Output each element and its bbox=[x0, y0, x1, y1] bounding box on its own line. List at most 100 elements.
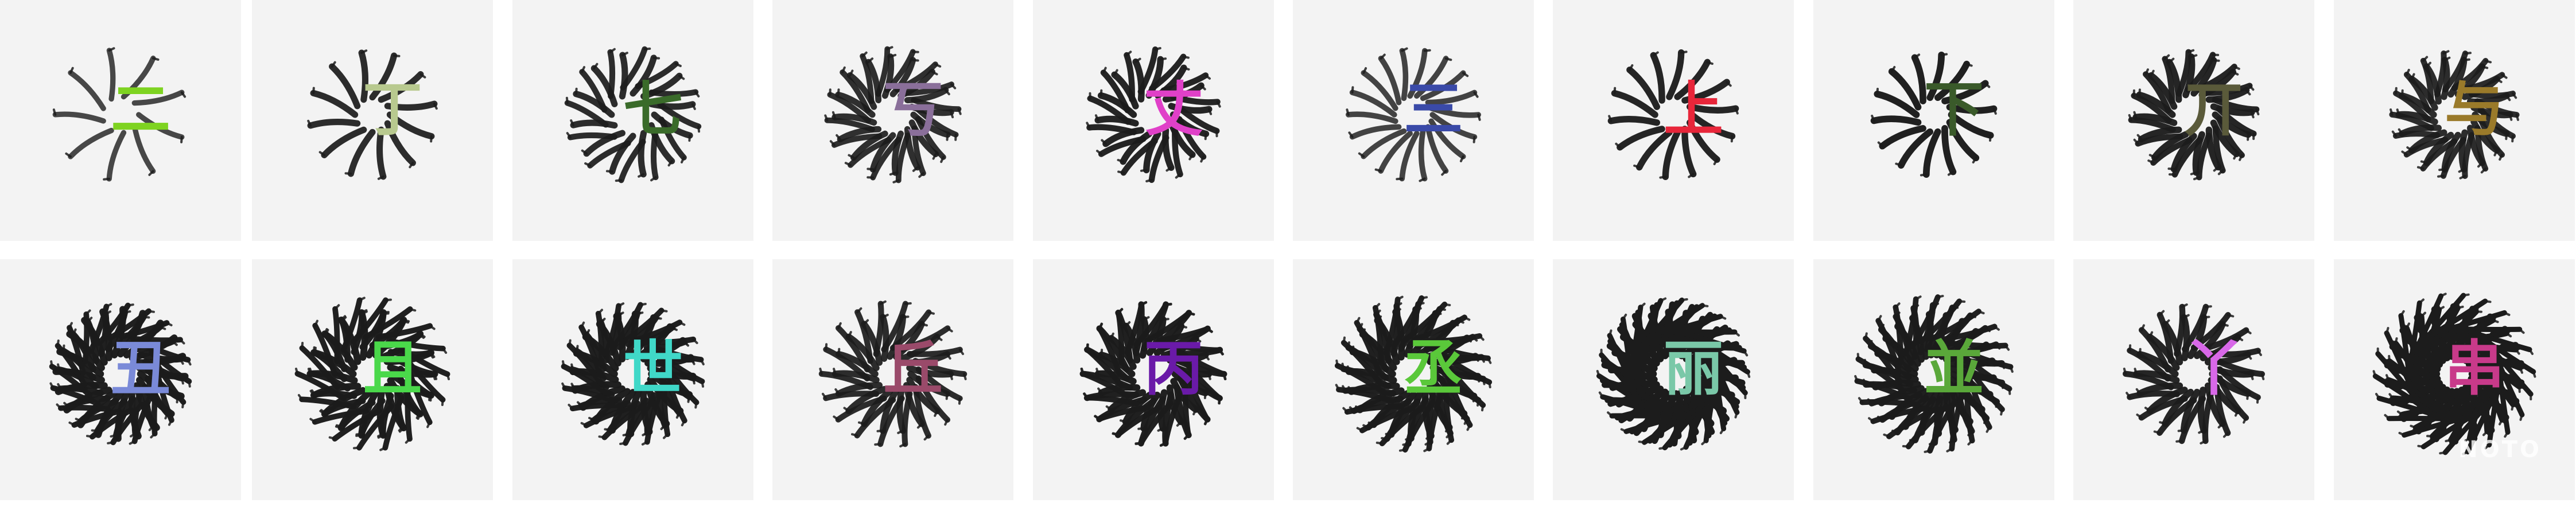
rosette-stroke bbox=[1170, 111, 1210, 138]
rosette-stroke bbox=[1934, 60, 1970, 102]
rosette-stroke-tip bbox=[1140, 169, 1148, 172]
rosette-stroke-tip bbox=[1134, 442, 1143, 445]
rosette-stroke bbox=[1961, 354, 2012, 392]
rosette-stroke bbox=[1911, 54, 1926, 104]
rosette-stroke bbox=[1696, 337, 1750, 375]
rosette-stroke-tip bbox=[2256, 349, 2262, 356]
rosette-stroke bbox=[2157, 397, 2197, 436]
rosette-stroke-tip bbox=[1120, 419, 1127, 423]
rosette-stroke-tip bbox=[1187, 312, 1195, 316]
rosette-stroke-tip bbox=[2384, 414, 2391, 420]
rosette-stroke bbox=[50, 385, 101, 407]
rosette-stroke-tip bbox=[2181, 303, 2188, 308]
rosette-stroke-tip bbox=[1083, 392, 1089, 399]
highlight-glyph: 与 bbox=[2445, 74, 2504, 145]
rosette-stroke bbox=[378, 71, 424, 103]
rosette-stroke bbox=[1133, 302, 1169, 348]
rosette-stroke bbox=[1138, 400, 1174, 446]
rosette-stroke bbox=[658, 116, 687, 161]
rosette-stroke bbox=[1378, 56, 1402, 106]
rosette-stroke bbox=[579, 69, 608, 113]
rosette-stroke bbox=[2477, 107, 2516, 139]
rosette-stroke bbox=[52, 111, 106, 124]
rosette-stroke-tip bbox=[379, 446, 387, 451]
glyph-tile: 且 bbox=[252, 259, 493, 500]
glyph-tile: 丈 bbox=[1033, 0, 1274, 241]
rosette-strokes bbox=[307, 49, 438, 180]
rosette-stroke bbox=[1383, 297, 1401, 356]
rosette-stroke-tip bbox=[963, 373, 967, 380]
rosette-stroke bbox=[2468, 91, 2516, 99]
rosette-stroke-tip bbox=[581, 149, 588, 155]
rosette-strokes bbox=[564, 46, 702, 184]
rosette-stroke bbox=[310, 89, 359, 118]
highlight-glyph: 丽 bbox=[1664, 333, 1723, 404]
rosette-stroke bbox=[1666, 49, 1685, 100]
rosette-stroke bbox=[1607, 115, 1660, 126]
rosette-stroke-tip bbox=[2227, 314, 2235, 318]
rosette-stroke-tip bbox=[1890, 66, 1896, 73]
rosette-stroke bbox=[570, 119, 618, 129]
rosette-stroke bbox=[1927, 399, 1959, 454]
rosette-stroke bbox=[1947, 340, 2008, 349]
rosette-stroke bbox=[1607, 333, 1637, 391]
rosette-stroke-tip bbox=[2442, 50, 2450, 55]
highlight-glyph: 三 bbox=[1404, 74, 1463, 145]
rosette-stroke-tip bbox=[441, 399, 444, 406]
rosette-stroke bbox=[299, 345, 340, 390]
rosette-stroke bbox=[564, 100, 609, 128]
rosette-stroke-tip bbox=[1701, 439, 1708, 446]
rosette-stroke-tip bbox=[2482, 430, 2489, 436]
rosette-strokes bbox=[1086, 46, 1221, 183]
rosette-stroke bbox=[1426, 392, 1444, 451]
rosette-stroke-tip bbox=[2484, 60, 2492, 64]
rosette-stroke-tip bbox=[2511, 403, 2515, 411]
rosette-stroke-tip bbox=[2153, 430, 2161, 434]
rosette-stroke bbox=[382, 395, 405, 451]
rosette-stroke bbox=[1439, 352, 1493, 385]
rosette-stroke-tip bbox=[2136, 414, 2143, 419]
rosette-stroke bbox=[1124, 52, 1135, 103]
rosette-stroke bbox=[1144, 310, 1192, 344]
rosette-stroke bbox=[903, 81, 954, 96]
rosette-strokes bbox=[2128, 49, 2260, 181]
rosette-stroke bbox=[1903, 296, 1919, 357]
rosette-stroke bbox=[1401, 301, 1448, 344]
rosette-stroke-tip bbox=[848, 154, 855, 159]
rosette-stroke bbox=[405, 384, 413, 442]
rosette-stroke bbox=[148, 350, 192, 384]
rosette-stroke-tip bbox=[1358, 152, 1365, 158]
rosette-stroke bbox=[2403, 136, 2449, 158]
rosette-stroke bbox=[1418, 128, 1428, 182]
rosette-stroke bbox=[1391, 295, 1425, 349]
rosette-stroke-tip bbox=[833, 415, 840, 421]
rosette-stroke-tip bbox=[1110, 332, 1114, 340]
rosette-stroke-tip bbox=[1864, 332, 1868, 340]
rosette-stroke bbox=[90, 407, 134, 440]
rosette-stroke bbox=[1097, 92, 1137, 118]
rosette-stroke bbox=[827, 92, 871, 123]
rosette-stroke bbox=[2460, 72, 2505, 93]
rosette-stroke-tip bbox=[65, 152, 72, 158]
rosette-stroke bbox=[607, 49, 616, 99]
rosette-stroke-tip bbox=[1608, 329, 1613, 337]
rosette-stroke-tip bbox=[562, 360, 565, 368]
rosette-stroke bbox=[1120, 138, 1158, 176]
rosette-stroke-tip bbox=[918, 172, 924, 178]
rosette-stroke bbox=[1124, 302, 1144, 356]
rosette-stroke bbox=[1378, 130, 1413, 174]
rosette-stroke bbox=[2143, 71, 2171, 114]
rosette-stroke-tip bbox=[309, 368, 313, 375]
rosette-stroke-tip bbox=[886, 46, 893, 50]
rosette-stroke bbox=[118, 320, 170, 340]
rosette-stroke-tip bbox=[1877, 315, 1882, 322]
rosette-stroke-tip bbox=[187, 358, 192, 366]
rosette-stroke-tip bbox=[1972, 157, 1977, 163]
rosette-stroke-tip bbox=[1463, 316, 1471, 321]
rosette-stroke-tip bbox=[1335, 384, 1340, 391]
rosette-stroke bbox=[388, 338, 446, 352]
rosette-stroke-tip bbox=[700, 358, 705, 366]
rosette-stroke bbox=[824, 117, 875, 132]
rosette-stroke-tip bbox=[2187, 49, 2195, 53]
rosette-stroke bbox=[2403, 72, 2431, 114]
